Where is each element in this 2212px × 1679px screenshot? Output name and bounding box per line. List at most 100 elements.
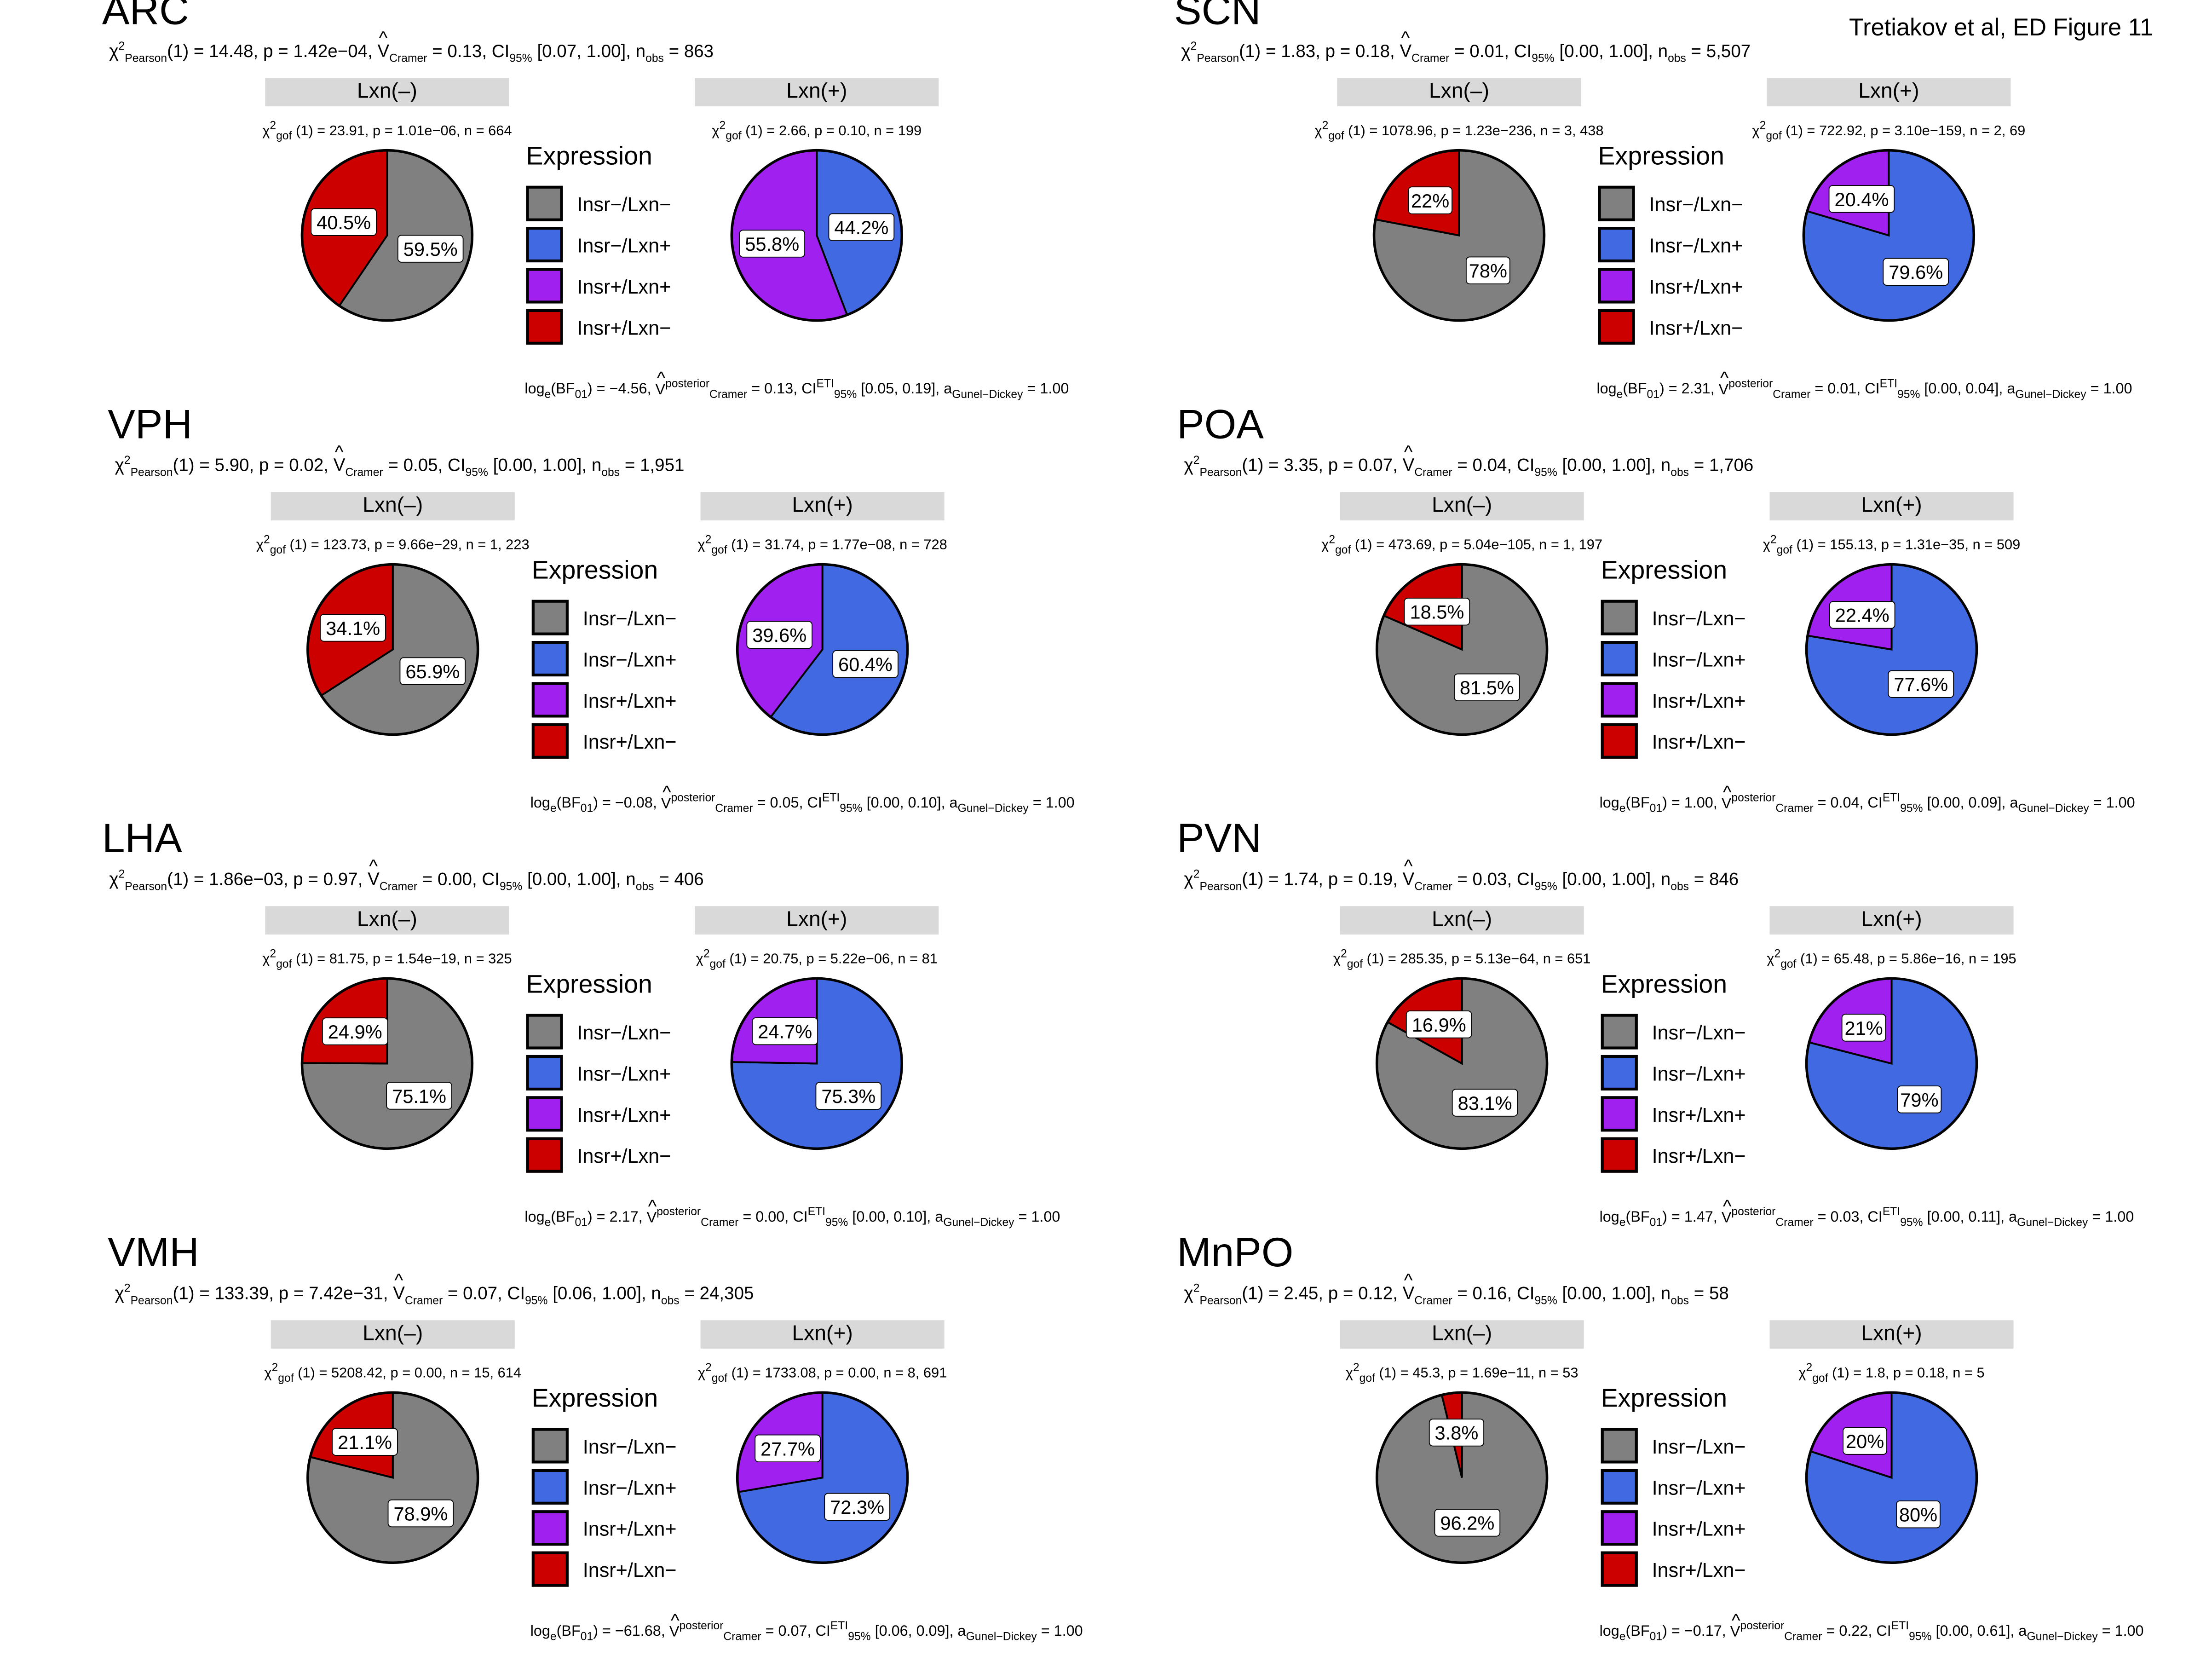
pie-percent-label: 96.2%	[1440, 1512, 1494, 1534]
pearson-stat-line: χ2Pearson(1) = 3.35, p = 0.07, VCramer =…	[1184, 441, 1754, 479]
pie-outline	[1375, 563, 1549, 736]
pie-percent-label: 75.1%	[392, 1085, 446, 1107]
region-title: MnPO	[1177, 1231, 1294, 1276]
facet-strip-lxn-neg: Lxn(–)	[1340, 906, 1584, 935]
ci-sup: ETI	[807, 1205, 825, 1218]
legend-color-key	[531, 1551, 569, 1587]
pearson-ci-value: [0.00, 1.00]	[1562, 869, 1651, 889]
v-sup: posterior	[1740, 1619, 1785, 1633]
legend-label: Insr+/Lxn+	[1649, 274, 1743, 297]
facet-strip-lxn-neg: Lxn(–)	[265, 906, 509, 935]
pie-chart: 72.3% 27.7%	[736, 1391, 909, 1564]
chi-sub: Pearson	[130, 1294, 173, 1307]
pie-percent-label: 40.5%	[317, 212, 371, 233]
legend-color-key	[531, 1469, 569, 1505]
gof-p-value: 1.23e−236	[1464, 124, 1532, 140]
legend: Expression Insr−/Lxn− Insr−/Lxn+ Insr+/Lxn+…	[526, 142, 671, 347]
chi-sub: Pearson	[125, 880, 167, 893]
legend-item: Insr+/Lxn+	[526, 265, 671, 306]
log-sub: e	[544, 1216, 551, 1229]
legend: Expression Insr−/Lxn− Insr−/Lxn+ Insr+/Lxn+…	[1601, 970, 1746, 1176]
a-sub: Gunel−Dickey	[2018, 802, 2089, 815]
pie-percent-label: 20.4%	[1835, 189, 1889, 210]
pie-chart: 75.1% 24.9%	[300, 977, 474, 1150]
gof-n-value: 728	[923, 538, 947, 554]
legend-item: Insr−/Lxn−	[526, 183, 671, 224]
pie-label-box	[1829, 601, 1895, 629]
ci-sub: 95%	[834, 388, 857, 401]
gof-sub: gof	[276, 129, 292, 143]
bf-sub: 01	[1649, 1216, 1663, 1229]
pearson-p-value: 0.18	[1355, 41, 1390, 62]
ci-sub: 95%	[840, 802, 863, 815]
cramer-v-value: 0.05	[403, 455, 438, 475]
cramer-v-value: 0.16	[1472, 1283, 1507, 1304]
chi-sup: 2	[1806, 1361, 1813, 1374]
a-sub: Gunel−Dickey	[952, 388, 1023, 401]
v-sub: Cramer	[1784, 1630, 1822, 1643]
legend-color-key	[531, 682, 569, 718]
pie-label-box	[828, 213, 895, 241]
a-sub: Gunel−Dickey	[943, 1216, 1014, 1229]
chi-sup: 2	[271, 1361, 278, 1374]
pie-label-box	[322, 1017, 388, 1045]
gof-n-value: 81	[922, 952, 938, 968]
legend-label: Insr−/Lxn+	[582, 1475, 677, 1499]
gof-chi2-value: 285.35	[1400, 952, 1444, 968]
gof-stat-line: χ2gof (1) = 20.75, p = 5.22e−06, n = 81	[696, 947, 938, 971]
pearson-chi2-value: 1.86e−03	[209, 869, 283, 889]
legend-title: Expression	[1601, 556, 1728, 584]
legend-color-key	[1601, 1096, 1638, 1132]
legend-color-key	[1598, 227, 1635, 263]
v-sup: posterior	[679, 1619, 724, 1633]
legend-label: Insr−/Lxn−	[582, 606, 677, 629]
gof-stat-line: χ2gof (1) = 31.74, p = 1.77e−08, n = 728	[697, 533, 947, 557]
pie-chart: 59.5% 40.5%	[300, 149, 474, 322]
ci-eti-value: [0.00, 0.09]	[1927, 795, 2002, 812]
v-posterior-value: 0.22	[1839, 1623, 1868, 1640]
pearson-stat-line: χ2Pearson(1) = 1.83, p = 0.18, VCramer =…	[1181, 27, 1751, 65]
legend-color-key	[1601, 1428, 1638, 1464]
legend-label: Insr+/Lxn+	[1652, 1102, 1746, 1125]
pie-label-box	[815, 1082, 882, 1110]
bf-sub: 01	[1649, 802, 1663, 815]
gof-p-value: 1.01e−06	[397, 124, 456, 140]
gof-p-value: 1.69e−11	[1472, 1366, 1531, 1382]
bayes-stat-line: loge(BF01) = −0.17, VposteriorCramer = 0…	[1600, 1609, 2144, 1643]
ci-sub: 95%	[525, 1294, 548, 1307]
chi-sup: 2	[1193, 1282, 1200, 1295]
gof-sub: gof	[1780, 958, 1797, 971]
gof-chi2-value: 2.66	[778, 124, 806, 140]
v-sub: Cramer	[1775, 1216, 1814, 1229]
nobs-sub: obs	[645, 52, 664, 65]
legend-label: Insr+/Lxn−	[1652, 1143, 1746, 1166]
pearson-ci-value: [0.06, 1.00]	[553, 1283, 642, 1304]
a-gunel-dickey-value: 1.00	[1031, 1209, 1060, 1226]
legend-item: Insr−/Lxn+	[1601, 638, 1746, 679]
gof-p-value: 1.77e−08	[832, 538, 892, 554]
nobs-sub: obs	[635, 880, 654, 893]
pie-percent-label: 22.4%	[1835, 605, 1889, 626]
pie-label-box	[1888, 670, 1954, 698]
pearson-p-value: 0.19	[1358, 869, 1393, 889]
pie-percent-label: 83.1%	[1458, 1092, 1512, 1114]
legend: Expression Insr−/Lxn− Insr−/Lxn+ Insr+/Lxn+…	[1601, 1384, 1746, 1590]
v-posterior-value: 0.04	[1830, 795, 1860, 812]
region-title: VMH	[108, 1231, 199, 1276]
pearson-ci-value: [0.00, 1.00]	[1562, 455, 1651, 475]
legend-color-key	[526, 227, 563, 263]
legend-item: Insr+/Lxn+	[1601, 1507, 1746, 1548]
legend-item: Insr+/Lxn+	[526, 1093, 671, 1134]
gof-stat-line: χ2gof (1) = 155.13, p = 1.31e−35, n = 50…	[1763, 533, 2021, 557]
gof-n-value: 53	[1562, 1366, 1578, 1382]
legend-color-key	[526, 1014, 563, 1050]
region-title: VPH	[108, 403, 193, 448]
chi-sup: 2	[1759, 119, 1766, 132]
pie-label-box	[1454, 673, 1520, 701]
pie-percent-label: 81.5%	[1460, 677, 1514, 698]
gof-stat-line: χ2gof (1) = 473.69, p = 5.04e−105, n = 1…	[1321, 533, 1603, 557]
gof-p-value: 5.04e−105	[1463, 538, 1531, 554]
